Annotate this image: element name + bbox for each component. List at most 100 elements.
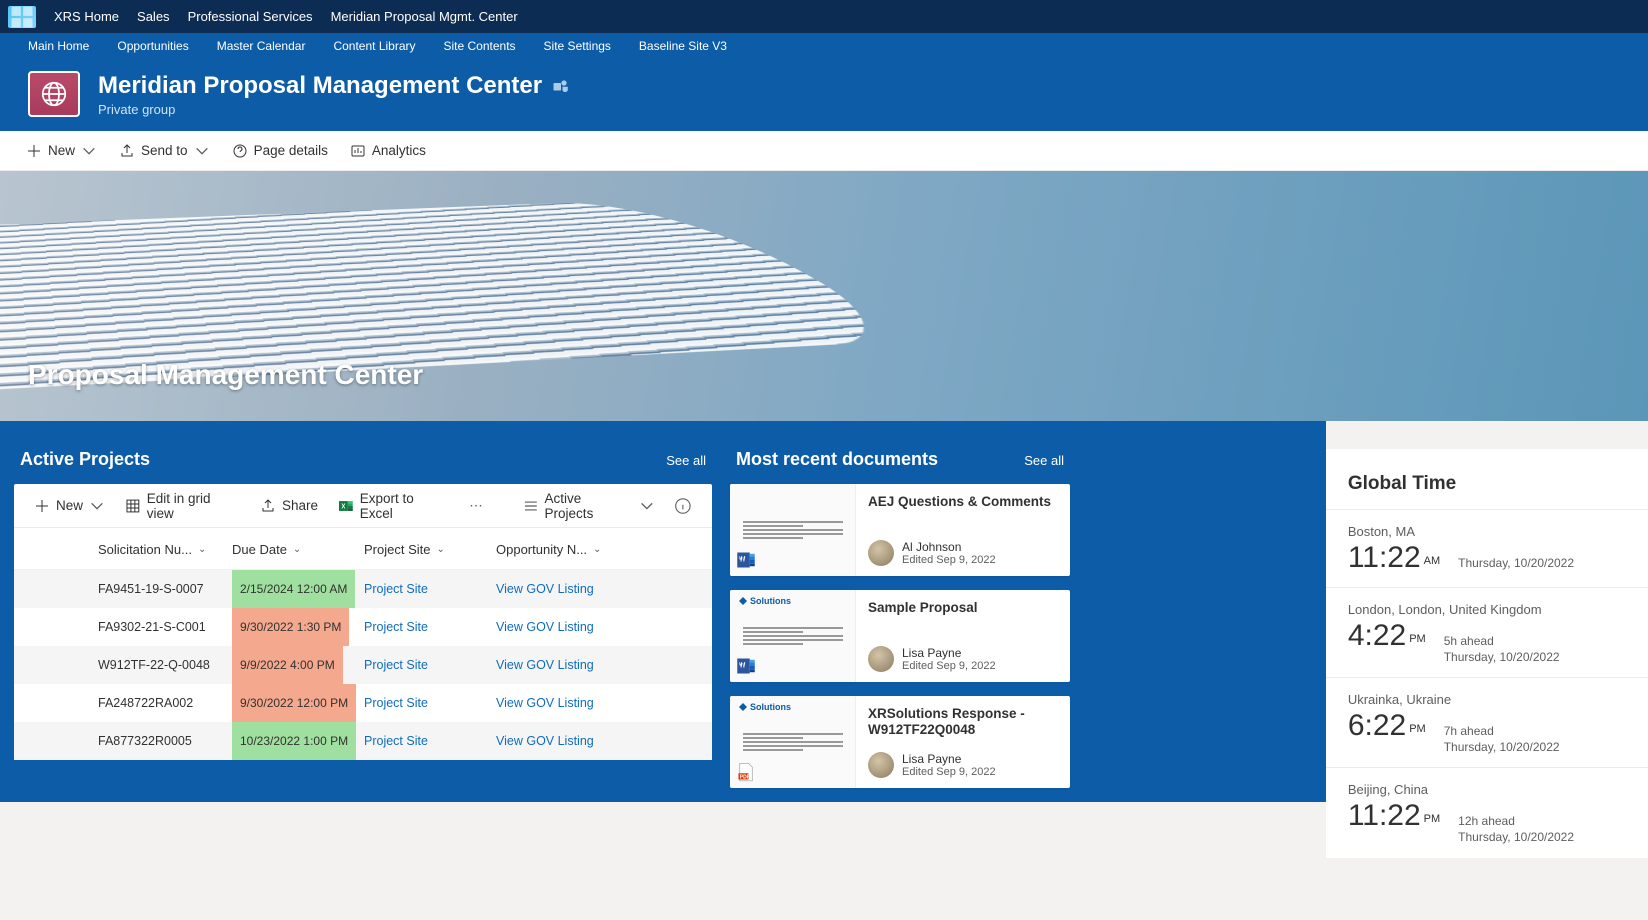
clock-meta: 7h aheadThursday, 10/20/2022 — [1444, 724, 1560, 755]
new-button[interactable]: New — [26, 143, 97, 159]
active-projects-panel: Active Projects See all New Edit in grid… — [14, 449, 712, 802]
export-excel-button[interactable]: Export to Excel — [338, 491, 449, 521]
subnav-link[interactable]: Site Settings — [544, 39, 611, 65]
avatar — [868, 752, 894, 778]
document-author: Lisa Payne — [902, 752, 996, 766]
clock-meta: 5h aheadThursday, 10/20/2022 — [1444, 634, 1560, 665]
clock-time: 11:22AM — [1348, 541, 1440, 575]
app-logo[interactable] — [8, 6, 36, 28]
subnav-link[interactable]: Site Contents — [444, 39, 516, 65]
document-title: XRSolutions Response - W912TF22Q0048 — [868, 706, 1058, 738]
clock-time: 11:22PM — [1348, 799, 1440, 833]
document-author: Lisa Payne — [902, 646, 996, 660]
send-to-button[interactable]: Send to — [119, 143, 210, 159]
document-thumbnail: Solutions PDF — [730, 696, 856, 788]
clock-card: Ukrainka, Ukraine 6:22PM 7h aheadThursday,… — [1326, 677, 1648, 767]
opportunity-link[interactable]: View GOV Listing — [496, 734, 594, 748]
column-header[interactable]: Due Date⌄ — [232, 542, 364, 557]
solicitation-number: FA9302-21-S-C001 — [68, 608, 232, 646]
table-row[interactable]: W912TF-22-Q-00489/9/2022 4:00 PMProject … — [14, 646, 712, 684]
page-details-button[interactable]: Page details — [232, 143, 328, 159]
table-row[interactable]: FA9302-21-S-C0019/30/2022 1:30 PMProject… — [14, 608, 712, 646]
word-icon — [736, 656, 756, 676]
project-site-link[interactable]: Project Site — [364, 582, 428, 596]
list-toolbar: New Edit in grid view Share Export to Ex… — [14, 484, 712, 528]
project-site-link[interactable]: Project Site — [364, 658, 428, 672]
solicitation-number: FA877322R0005 — [68, 722, 232, 760]
site-logo[interactable] — [28, 71, 80, 117]
global-time-panel: Global Time Boston, MA11:22AMThursday, 1… — [1326, 449, 1648, 858]
recent-documents-panel: Most recent documents See all AEJ Questi… — [730, 449, 1070, 802]
analytics-button[interactable]: Analytics — [350, 143, 426, 159]
opportunity-link[interactable]: View GOV Listing — [496, 582, 594, 596]
clock-time: 6:22PM — [1348, 709, 1426, 743]
see-all-link[interactable]: See all — [1024, 453, 1064, 468]
chevron-down-icon — [81, 143, 97, 159]
site-subtitle: Private group — [98, 102, 570, 117]
solicitation-number: FA9451-19-S-0007 — [68, 570, 232, 608]
document-title: Sample Proposal — [868, 600, 1058, 616]
topnav-link[interactable]: Meridian Proposal Mgmt. Center — [331, 9, 518, 24]
subnav-link[interactable]: Baseline Site V3 — [639, 39, 727, 65]
table-row[interactable]: FA877322R000510/23/2022 1:00 PM Project S… — [14, 722, 712, 760]
hero-title: Proposal Management Center — [28, 359, 423, 391]
document-thumbnail: Solutions — [730, 590, 856, 682]
brand-logo: Solutions — [738, 702, 791, 712]
edit-grid-button[interactable]: Edit in grid view — [125, 491, 240, 521]
site-header: Meridian Proposal Management Center Priv… — [0, 65, 1648, 131]
chevron-down-icon — [89, 498, 105, 514]
clock-city: Ukrainka, Ukraine — [1348, 692, 1626, 707]
topnav-link[interactable]: Professional Services — [188, 9, 313, 24]
pdf-icon: PDF — [736, 762, 756, 782]
document-thumbnail — [730, 484, 856, 576]
brand-logo: Solutions — [738, 596, 791, 606]
see-all-link[interactable]: See all — [666, 453, 706, 468]
more-button[interactable]: ⋯ — [469, 498, 483, 514]
table-row[interactable]: FA9451-19-S-00072/15/2024 12:00 AMProjec… — [14, 570, 712, 608]
clock-time: 4:22PM — [1348, 619, 1426, 653]
column-header[interactable]: Opportunity N...⌄ — [496, 542, 626, 557]
list-new-button[interactable]: New — [34, 498, 105, 514]
solicitation-number: FA248722RA002 — [68, 684, 232, 722]
share-button[interactable]: Share — [260, 498, 318, 514]
recent-documents-title: Most recent documents — [736, 449, 938, 470]
document-card[interactable]: Solutions Sample Proposal Lisa PayneEdited… — [730, 590, 1070, 682]
column-header[interactable]: Solicitation Nu...⌄ — [68, 542, 232, 557]
due-date-badge: 9/9/2022 4:00 PM — [232, 646, 343, 684]
clock-city: Boston, MA — [1348, 524, 1626, 539]
project-site-link[interactable]: Project Site — [364, 696, 428, 710]
avatar — [868, 646, 894, 672]
subnav-link[interactable]: Content Library — [333, 39, 415, 65]
project-site-link[interactable]: Project Site — [364, 734, 428, 748]
topnav-link[interactable]: XRS Home — [54, 9, 119, 24]
document-author: Al Johnson — [902, 540, 996, 554]
document-card[interactable]: Solutions PDF XRSolutions Response - W912T… — [730, 696, 1070, 788]
document-date: Edited Sep 9, 2022 — [902, 766, 996, 778]
project-site-link[interactable]: Project Site — [364, 620, 428, 634]
table-header: Solicitation Nu...⌄ Due Date⌄ Project Si… — [14, 528, 712, 570]
command-bar: New Send to Page details Analytics — [0, 131, 1648, 171]
document-date: Edited Sep 9, 2022 — [902, 660, 996, 672]
view-selector[interactable]: Active Projects — [523, 491, 654, 521]
subnav-link[interactable]: Master Calendar — [217, 39, 306, 65]
table-row[interactable]: FA248722RA0029/30/2022 12:00 PM Project S… — [14, 684, 712, 722]
due-date-badge: 10/23/2022 1:00 PM — [232, 722, 356, 760]
document-card[interactable]: AEJ Questions & CommentsAl JohnsonEdited… — [730, 484, 1070, 576]
opportunity-link[interactable]: View GOV Listing — [496, 696, 594, 710]
clock-card: London, London, United Kingdom4:22PM5h a… — [1326, 587, 1648, 677]
avatar — [868, 540, 894, 566]
excel-icon — [338, 498, 354, 514]
subnav-link[interactable]: Opportunities — [117, 39, 188, 65]
chevron-down-icon — [194, 143, 210, 159]
teams-icon[interactable] — [552, 77, 570, 95]
topnav-link[interactable]: Sales — [137, 9, 170, 24]
opportunity-link[interactable]: View GOV Listing — [496, 620, 594, 634]
chevron-down-icon — [639, 498, 655, 514]
info-icon[interactable] — [674, 497, 692, 515]
svg-text:PDF: PDF — [740, 774, 750, 780]
subnav-link[interactable]: Main Home — [28, 39, 89, 65]
due-date-badge: 9/30/2022 12:00 PM — [232, 684, 356, 722]
global-time-title: Global Time — [1326, 473, 1648, 509]
column-header[interactable]: Project Site⌄ — [364, 542, 496, 557]
opportunity-link[interactable]: View GOV Listing — [496, 658, 594, 672]
